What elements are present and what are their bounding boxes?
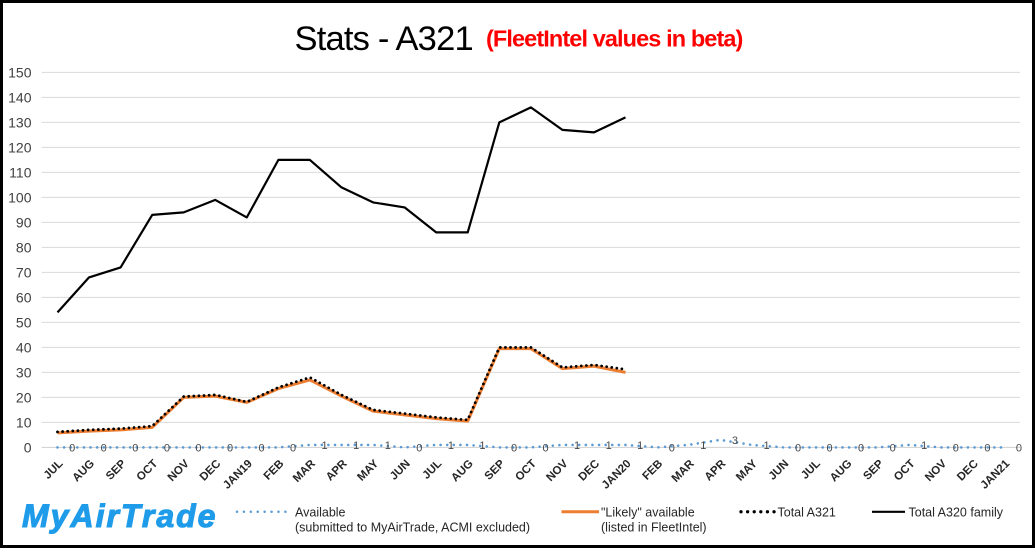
svg-text:0: 0 xyxy=(858,443,864,455)
svg-text:1: 1 xyxy=(763,440,769,452)
svg-text:"Likely" available: "Likely" available xyxy=(601,506,695,520)
svg-text:0: 0 xyxy=(543,443,549,455)
svg-text:1: 1 xyxy=(448,440,454,452)
svg-text:1: 1 xyxy=(574,440,580,452)
svg-text:40: 40 xyxy=(16,339,32,355)
svg-text:0: 0 xyxy=(290,443,296,455)
svg-text:0: 0 xyxy=(890,443,896,455)
svg-text:0: 0 xyxy=(24,439,32,455)
svg-text:1: 1 xyxy=(479,440,485,452)
svg-text:50: 50 xyxy=(16,314,32,330)
svg-text:110: 110 xyxy=(9,164,32,180)
svg-text:10: 10 xyxy=(16,414,32,430)
svg-text:1: 1 xyxy=(700,440,706,452)
svg-text:30: 30 xyxy=(16,364,32,380)
svg-text:1: 1 xyxy=(606,440,612,452)
svg-text:(submitted to MyAirTrade, ACMI: (submitted to MyAirTrade, ACMI excluded) xyxy=(295,520,530,534)
svg-text:80: 80 xyxy=(16,239,32,255)
svg-text:1: 1 xyxy=(637,440,643,452)
svg-text:(FleetIntel values in beta): (FleetIntel values in beta) xyxy=(486,25,743,51)
svg-text:140: 140 xyxy=(8,89,32,105)
svg-text:90: 90 xyxy=(16,214,32,230)
svg-text:0: 0 xyxy=(511,443,517,455)
svg-text:1: 1 xyxy=(322,440,328,452)
svg-text:100: 100 xyxy=(8,189,32,205)
svg-text:60: 60 xyxy=(16,289,32,305)
svg-text:(listed in FleetIntel): (listed in FleetIntel) xyxy=(601,520,707,534)
svg-text:150: 150 xyxy=(8,64,32,80)
svg-text:1: 1 xyxy=(353,440,359,452)
svg-text:0: 0 xyxy=(69,443,75,455)
svg-text:1: 1 xyxy=(921,440,927,452)
svg-text:0: 0 xyxy=(827,443,833,455)
svg-text:0: 0 xyxy=(227,443,233,455)
svg-text:0: 0 xyxy=(669,443,675,455)
svg-text:0: 0 xyxy=(164,443,170,455)
svg-text:0: 0 xyxy=(258,443,264,455)
svg-text:0: 0 xyxy=(1016,443,1022,455)
svg-text:Available: Available xyxy=(295,506,346,520)
svg-text:70: 70 xyxy=(16,264,32,280)
svg-text:0: 0 xyxy=(195,443,201,455)
svg-text:130: 130 xyxy=(8,114,32,130)
svg-text:Total A320 family: Total A320 family xyxy=(909,506,1004,520)
svg-text:0: 0 xyxy=(953,443,959,455)
svg-text:120: 120 xyxy=(8,139,32,155)
svg-text:Total A321: Total A321 xyxy=(778,506,836,520)
svg-text:MyAirTrade: MyAirTrade xyxy=(22,498,217,534)
svg-text:0: 0 xyxy=(416,443,422,455)
svg-text:0: 0 xyxy=(101,443,107,455)
svg-text:20: 20 xyxy=(16,389,32,405)
svg-text:0: 0 xyxy=(984,443,990,455)
svg-text:0: 0 xyxy=(132,443,138,455)
svg-text:3: 3 xyxy=(732,435,738,447)
svg-text:Stats - A321: Stats - A321 xyxy=(295,20,473,58)
svg-text:0: 0 xyxy=(795,443,801,455)
svg-text:1: 1 xyxy=(385,440,391,452)
